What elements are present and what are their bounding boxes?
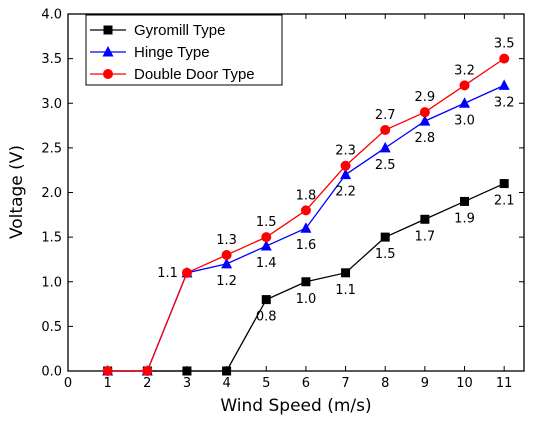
data-label: 3.0 <box>454 113 475 128</box>
data-point <box>340 168 352 180</box>
series-layer <box>102 53 510 376</box>
data-point <box>181 267 192 278</box>
x-tick-label: 7 <box>341 376 349 391</box>
data-label: 1.7 <box>415 229 436 244</box>
data-point <box>142 366 153 376</box>
y-tick-label: 2.5 <box>41 141 62 156</box>
data-point <box>261 232 272 243</box>
data-point <box>499 179 509 189</box>
data-point <box>380 232 390 242</box>
data-label: 1.2 <box>216 274 237 289</box>
y-tick-label: 2.0 <box>41 186 62 201</box>
data-label: 1.9 <box>454 211 475 226</box>
data-point <box>221 257 233 269</box>
data-labels: 0.8 1.0 1.1 1.5 1.7 1.9 2.1 1.2 1.4 1.6 2.2 2.5 2.8 3… <box>157 37 514 325</box>
y-axis-title: Voltage (V) <box>7 145 27 239</box>
x-tick-label: 10 <box>456 376 473 391</box>
data-label: 1.3 <box>216 233 237 248</box>
data-label: 0.8 <box>256 310 277 325</box>
data-label: 3.2 <box>494 95 515 110</box>
y-tick-label: 1.0 <box>41 275 62 290</box>
legend-marker <box>102 46 114 57</box>
data-point <box>300 205 311 216</box>
data-point <box>221 249 232 260</box>
data-point <box>301 277 311 287</box>
x-tick-label: 5 <box>262 376 270 391</box>
x-tick-label: 6 <box>302 376 310 391</box>
data-label: 1.6 <box>296 238 317 253</box>
data-label: 2.1 <box>494 194 515 209</box>
data-point <box>420 214 430 224</box>
data-point <box>182 366 192 376</box>
x-tick-label: 1 <box>104 376 112 391</box>
data-label: 1.5 <box>375 247 396 262</box>
data-point <box>419 107 430 118</box>
data-point <box>102 366 113 376</box>
data-label: 2.2 <box>335 185 356 200</box>
axis-ticks: 0 1 2 3 4 5 6 7 8 9 10 11 0.0 0.5 1.0 1.5 2.0 2.5 3.0 3.5 4.… <box>41 8 524 391</box>
data-label: 1.5 <box>256 215 277 230</box>
data-point <box>380 125 391 136</box>
data-point <box>379 141 391 153</box>
data-point <box>498 79 510 90</box>
x-tick-label: 0 <box>64 376 72 391</box>
data-label: 2.9 <box>415 90 436 105</box>
x-tick-label: 9 <box>421 376 429 391</box>
data-point <box>260 240 272 251</box>
data-point <box>222 366 232 376</box>
data-label: 2.5 <box>375 158 396 173</box>
data-label: 1.8 <box>296 188 317 203</box>
data-label: 2.3 <box>335 144 356 159</box>
data-point <box>341 268 351 278</box>
y-tick-label: 3.5 <box>41 52 62 67</box>
legend-marker <box>103 25 113 35</box>
y-tick-label: 0.5 <box>41 320 62 335</box>
series-circle <box>102 53 510 376</box>
x-tick-label: 2 <box>143 376 151 391</box>
y-tick-label: 0.0 <box>41 365 62 380</box>
legend-label: Double Door Type <box>134 66 255 83</box>
x-tick-label: 3 <box>183 376 191 391</box>
x-axis-title: Wind Speed (m/s) <box>220 396 371 416</box>
x-tick-label: 4 <box>222 376 230 391</box>
data-point <box>340 160 351 171</box>
data-label: 1.4 <box>256 256 277 271</box>
legend-label: Hinge Type <box>134 44 210 61</box>
data-label: 2.7 <box>375 108 396 123</box>
legend-items: Gyromill Type Hinge Type Double Door Type <box>90 22 255 83</box>
data-label: 1.1 <box>335 283 356 298</box>
data-point <box>261 295 271 305</box>
data-label: 3.2 <box>454 63 475 78</box>
data-point <box>300 222 312 233</box>
legend-box <box>85 14 283 86</box>
y-tick-label: 3.0 <box>41 97 62 112</box>
data-label: 1.0 <box>296 292 317 307</box>
data-point <box>499 53 510 64</box>
y-tick-label: 4.0 <box>41 8 62 23</box>
data-label: 1.1 <box>157 266 178 281</box>
data-point <box>459 80 470 91</box>
data-label: 3.5 <box>494 37 515 52</box>
data-point <box>419 115 431 126</box>
legend: Gyromill Type Hinge Type Double Door Type <box>85 14 283 86</box>
data-point <box>460 196 470 206</box>
data-point <box>459 97 471 108</box>
x-tick-label: 11 <box>496 376 513 391</box>
x-tick-label: 8 <box>381 376 389 391</box>
legend-label: Gyromill Type <box>134 22 225 39</box>
y-tick-label: 1.5 <box>41 231 62 246</box>
legend-marker <box>103 69 113 79</box>
data-label: 2.8 <box>415 131 436 146</box>
